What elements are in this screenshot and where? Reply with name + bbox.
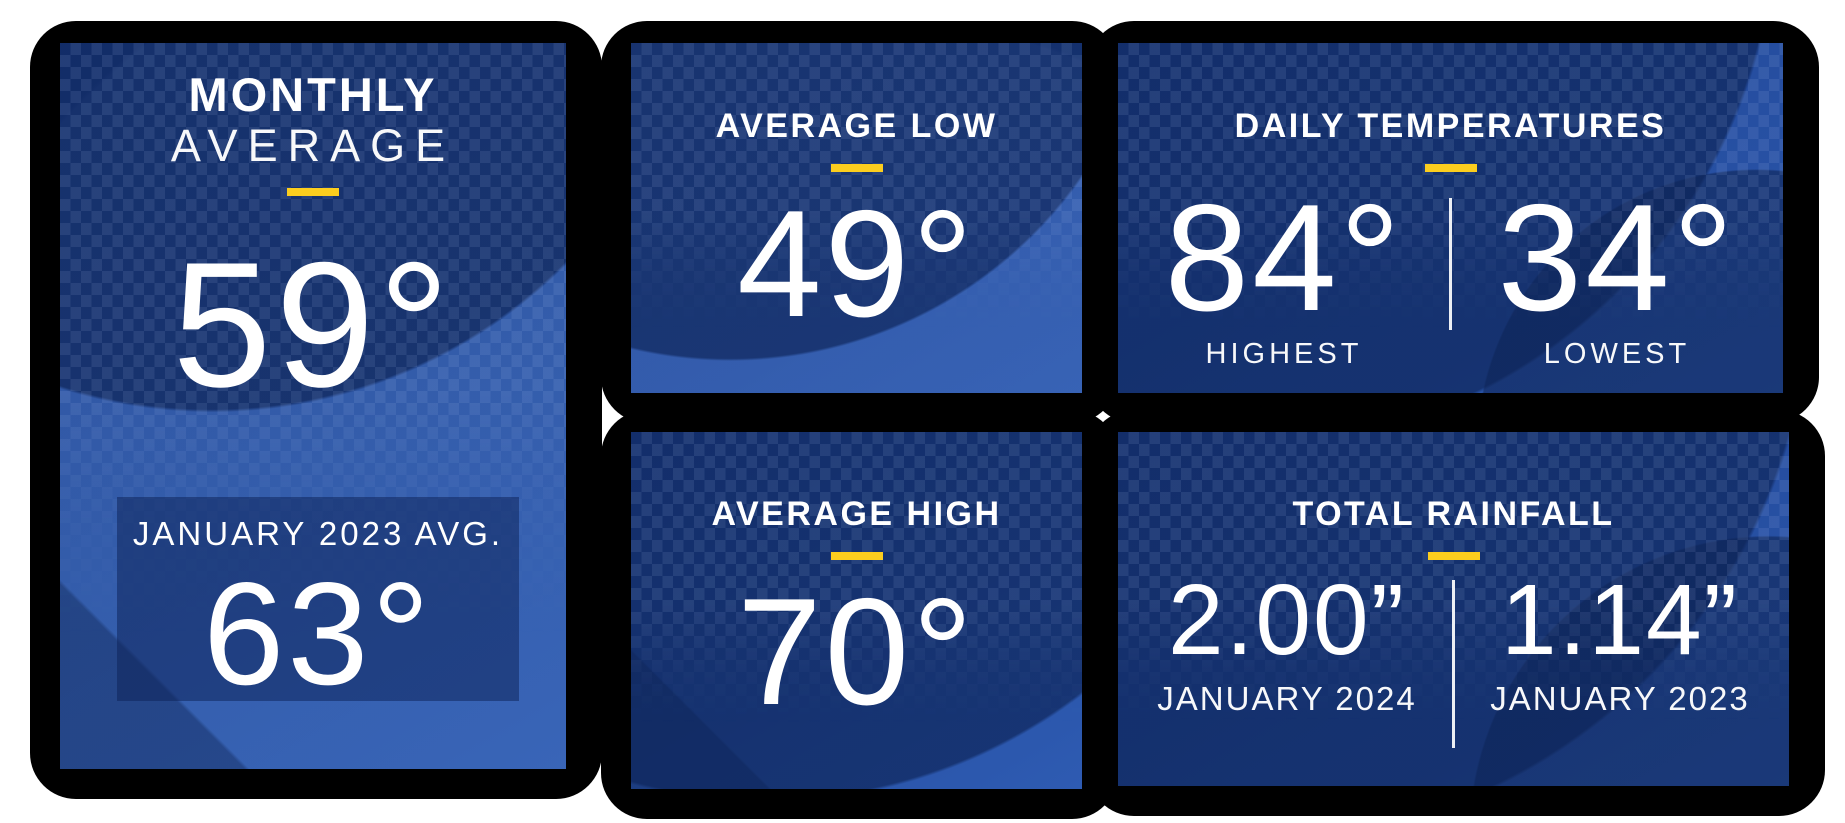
rainfall-2023-value: 1.14”: [1501, 564, 1739, 677]
january-2023-average-value: 63°: [203, 552, 433, 715]
monthly-average-card: MONTHLY AVERAGE 59° JANUARY 2023 AVG. 63…: [60, 43, 566, 769]
lowest-temperature-label: LOWEST: [1543, 338, 1691, 371]
average-high-title: AVERAGE HIGH: [711, 495, 1002, 533]
accent-bar: [287, 188, 339, 197]
accent-bar: [1427, 552, 1480, 561]
card-title-line2: AVERAGE: [170, 119, 456, 171]
daily-temperatures-title: DAILY TEMPERATURES: [1234, 107, 1667, 145]
monthly-average-value: 59°: [172, 225, 454, 425]
january-2023-average-label: JANUARY 2023 AVG.: [132, 515, 504, 552]
card-title-line1: MONTHLY: [188, 68, 438, 121]
january-2023-average-box: JANUARY 2023 AVG. 63°: [117, 497, 519, 707]
average-low-title: AVERAGE LOW: [715, 107, 998, 145]
average-high-card: AVERAGE HIGH 70°: [631, 432, 1082, 789]
highest-temperature-column: 84° HIGHEST: [1149, 182, 1419, 371]
total-rainfall-card: TOTAL RAINFALL 2.00” JANUARY 2024 1.14” …: [1118, 432, 1789, 786]
average-low-card: AVERAGE LOW 49°: [631, 43, 1082, 393]
rainfall-2024-label: JANUARY 2024: [1157, 680, 1417, 718]
total-rainfall-title: TOTAL RAINFALL: [1292, 495, 1615, 533]
rainfall-2024-column: 2.00” JANUARY 2024: [1152, 570, 1422, 718]
vertical-divider: [1452, 580, 1455, 749]
accent-bar: [1424, 164, 1477, 173]
average-high-value: 70°: [737, 567, 976, 738]
lowest-temperature-column: 34° LOWEST: [1482, 182, 1752, 371]
total-rainfall-columns: 2.00” JANUARY 2024 1.14” JANUARY 2023: [1118, 570, 1789, 749]
vertical-divider: [1449, 198, 1452, 331]
accent-bar: [830, 552, 883, 561]
daily-temperatures-columns: 84° HIGHEST 34° LOWEST: [1118, 182, 1783, 371]
rainfall-2023-column: 1.14” JANUARY 2023: [1485, 570, 1755, 718]
highest-temperature-value: 84°: [1164, 173, 1404, 344]
accent-bar: [830, 164, 883, 173]
rainfall-2023-label: JANUARY 2023: [1490, 680, 1750, 718]
highest-temperature-label: HIGHEST: [1205, 338, 1363, 371]
average-low-value: 49°: [737, 179, 976, 350]
lowest-temperature-value: 34°: [1497, 173, 1737, 344]
rainfall-2024-value: 2.00”: [1168, 564, 1406, 677]
daily-temperatures-card: DAILY TEMPERATURES 84° HIGHEST 34° LOWES…: [1118, 43, 1783, 393]
